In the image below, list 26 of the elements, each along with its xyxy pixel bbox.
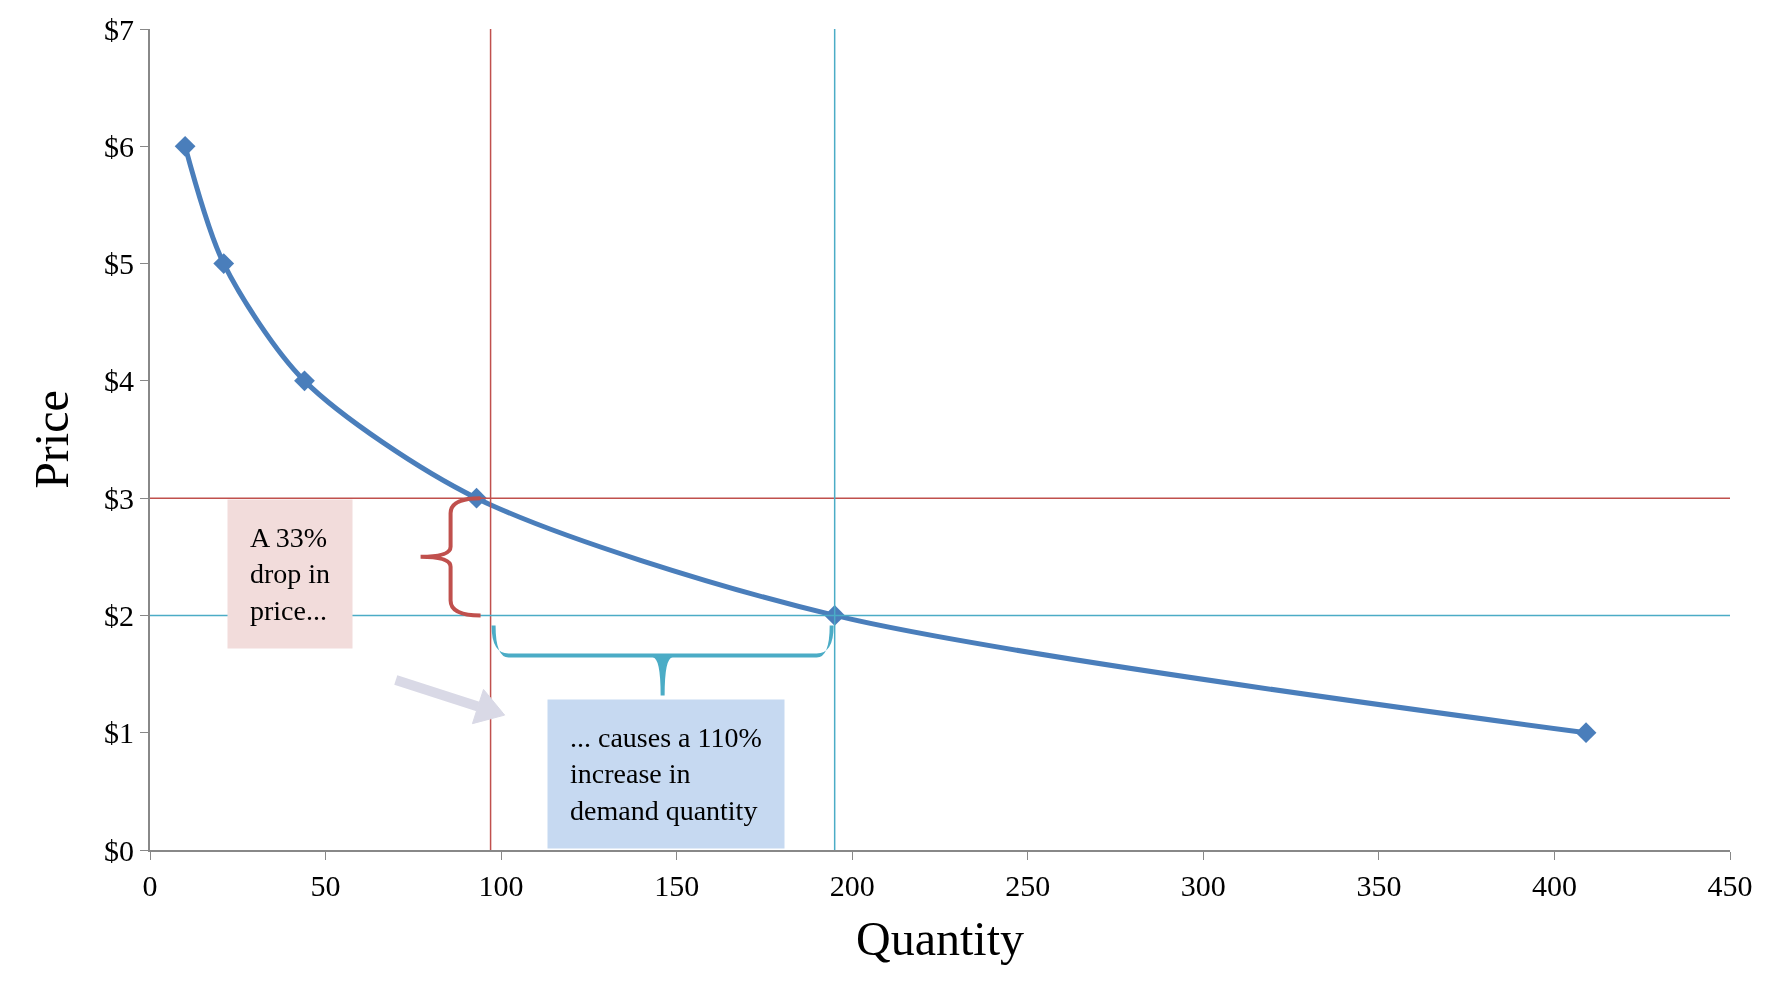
point [213, 253, 235, 274]
x-tick-label: 350 [1356, 869, 1402, 902]
y-tick-label: $6 [104, 129, 134, 163]
annotation: A 33% drop in price... [250, 522, 331, 626]
y-tick-label: $3 [104, 481, 134, 515]
x-tick-label: 300 [1180, 869, 1226, 902]
point [1575, 722, 1597, 744]
y-tick-label: $5 [104, 247, 134, 281]
y-tick-label: $7 [104, 12, 134, 46]
y-axis-title: Price [25, 390, 79, 489]
x-tick-label: 450 [1707, 869, 1753, 902]
y-tick-label: $4 [104, 364, 134, 398]
x-tick-label: 50 [310, 869, 341, 902]
x-tick-label: 100 [478, 869, 524, 902]
x-tick-label: 250 [1005, 869, 1051, 902]
x-tick-label: 150 [654, 869, 700, 902]
x-tick-label: 200 [829, 869, 875, 902]
y-tick-label: $1 [104, 716, 134, 750]
annotation: ... causes a 110% increase in demand quantity [570, 722, 762, 826]
x-tick-label: 400 [1531, 869, 1577, 902]
x-axis-title: Quantity [856, 911, 1024, 965]
y-tick-label: $0 [104, 833, 134, 867]
point [294, 370, 315, 392]
point [174, 135, 196, 157]
x-tick-label: 0 [142, 869, 158, 902]
y-tick-label: $2 [104, 598, 134, 632]
